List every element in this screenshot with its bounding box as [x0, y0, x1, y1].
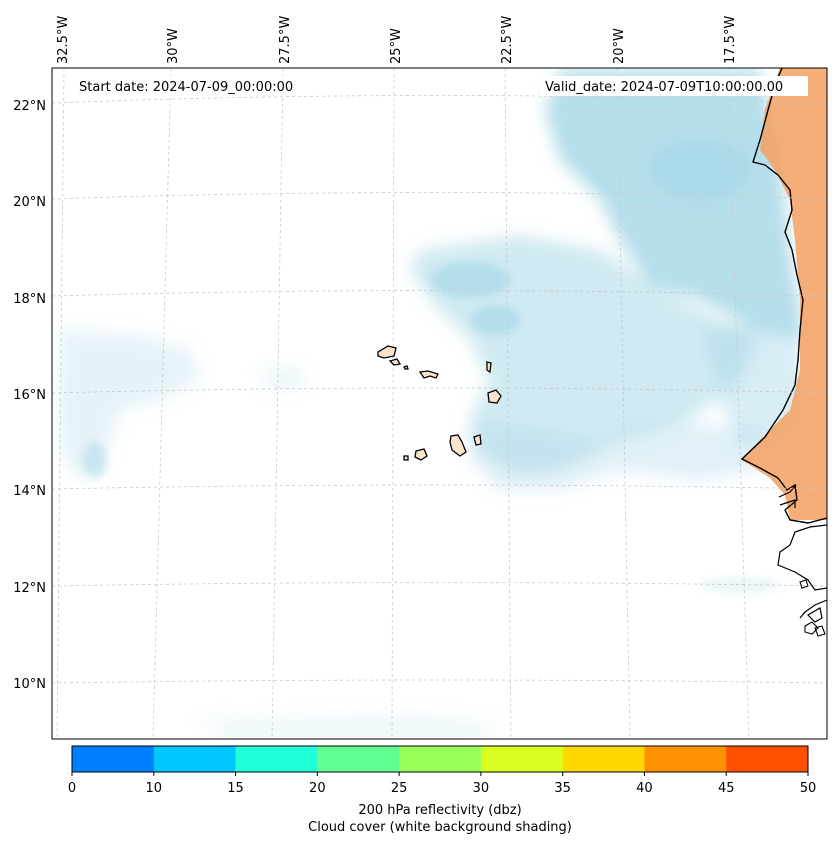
colorbar-tick-label: 15: [227, 781, 244, 796]
cloud-cell-1: [430, 262, 510, 298]
colorbar-segment: [644, 746, 727, 772]
lat-label: 22°N: [13, 99, 46, 114]
gambia-outline: [778, 484, 797, 508]
island-santo-antao: [377, 345, 397, 359]
colorbar-tick-label: 20: [309, 781, 326, 796]
island-sao-nicolau: [418, 370, 439, 379]
start-date-label: Start date: 2024-07-09_00:00:00: [79, 80, 293, 95]
cloud-cell-3: [650, 140, 750, 200]
island-santa-luzia: [403, 365, 409, 370]
colorbar-sublabel: Cloud cover (white background shading): [308, 820, 572, 835]
lat-label: 12°N: [13, 581, 46, 596]
colorbar-segment: [726, 746, 809, 772]
meridian-17-5w: [727, 68, 750, 739]
colorbar-segment: [562, 746, 645, 772]
colorbar-segment: [153, 746, 237, 772]
start-date-box: [74, 76, 314, 96]
meridian-27-5w: [271, 68, 284, 739]
island-santiago: [449, 434, 467, 457]
meridian-32-5w: [56, 68, 65, 739]
colorbar-tick-label: 10: [146, 781, 163, 796]
cape-verde-islands: [377, 345, 502, 461]
colorbar-segment: [317, 746, 400, 772]
lon-label: 32.5°W: [56, 16, 71, 64]
island-boa-vista: [487, 389, 502, 404]
colorbar-segment: [480, 746, 564, 772]
guinea-bissau-coast: [777, 524, 827, 623]
island-maio: [473, 434, 482, 446]
colorbar-frame: [71, 745, 809, 773]
meridian-22-5w: [504, 68, 512, 739]
colorbar-segments: [72, 746, 809, 772]
lon-label: 30°W: [166, 28, 181, 64]
cloud-cell-4: [83, 442, 107, 478]
colorbar-tick-label: 30: [473, 781, 490, 796]
parallel-18n: [52, 290, 827, 297]
lon-label: 22.5°W: [500, 16, 515, 64]
cloud-mass-north: [545, 70, 805, 340]
island-sal: [486, 361, 492, 374]
lat-label: 14°N: [13, 484, 46, 499]
cloud-cell-2: [470, 305, 520, 335]
colorbar-segment: [399, 746, 482, 772]
parallel-20n: [52, 192, 827, 200]
cloud-cell-5: [700, 577, 780, 593]
cloud-patch-small: [260, 368, 305, 390]
island-fogo: [414, 448, 428, 461]
parallel-10n: [52, 679, 827, 684]
lon-label: 27.5°W: [278, 16, 293, 64]
meridian-30w: [152, 68, 172, 739]
cloud-patch-bottom: [200, 715, 500, 739]
lon-label: 17.5°W: [723, 16, 738, 64]
meridian-25w: [391, 68, 395, 739]
island-brava: [403, 455, 409, 461]
valid-date-label: Valid_date: 2024-07-09T10:00:00.00: [545, 80, 783, 95]
latitude-labels: 22°N 20°N 18°N 16°N 14°N 12°N 10°N: [13, 99, 46, 692]
africa-coastline: [740, 68, 827, 524]
cloud-band-central: [410, 235, 760, 475]
lat-label: 20°N: [13, 195, 46, 210]
colorbar-tick-label: 45: [718, 781, 735, 796]
island-sao-vicente: [388, 358, 402, 366]
colorbar-tick-label: 40: [636, 781, 653, 796]
colorbar-tick-label: 35: [554, 781, 571, 796]
lon-label: 25°W: [389, 28, 404, 64]
meridian-20w: [616, 68, 631, 739]
colorbar-segment: [72, 746, 155, 772]
colorbar-label: 200 hPa reflectivity (dbz): [358, 803, 521, 818]
colorbar-tick-label: 25: [391, 781, 408, 796]
parallel-22n: [52, 95, 827, 104]
lon-label: 20°W: [612, 28, 627, 64]
longitude-labels: 32.5°W 30°W 27.5°W 25°W 22.5°W 20°W 17.5…: [56, 16, 738, 64]
colorbar-segment: [235, 746, 318, 772]
colorbar-tick-label: 0: [68, 781, 76, 796]
lat-label: 10°N: [13, 677, 46, 692]
parallel-12n: [52, 582, 827, 587]
colorbar-tick-label: 50: [800, 781, 817, 796]
africa-reflectivity-shading: [742, 68, 827, 520]
lat-label: 18°N: [13, 292, 46, 307]
cloud-cover-layer: [58, 70, 805, 739]
africa-landmass: [740, 68, 827, 637]
cloud-band-south: [470, 420, 760, 490]
parallel-14n: [52, 484, 827, 490]
lat-label: 16°N: [13, 388, 46, 403]
colorbar-ticks: 0 10 15 20 25 30 35 40 45 50: [68, 772, 816, 796]
map-frame: [51, 67, 828, 740]
valid-date-box: [540, 76, 808, 96]
parallel-16n: [52, 387, 827, 394]
colorbar: 0 10 15 20 25 30 35 40 45 50 200 hPa reflectivity…: [68, 745, 816, 835]
graticule: [52, 68, 827, 739]
